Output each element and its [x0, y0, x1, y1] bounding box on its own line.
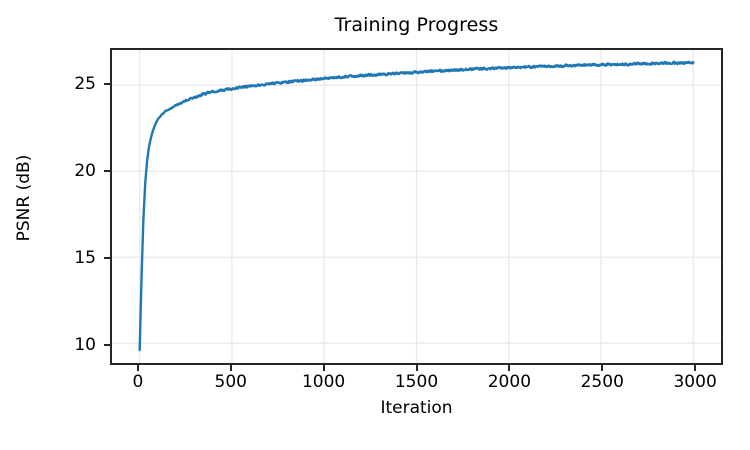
- grid-lines-vertical: [139, 50, 694, 363]
- y-tick-label: 10: [74, 334, 96, 355]
- x-tickmark: [508, 365, 511, 371]
- x-tick-label: 0: [132, 372, 144, 392]
- x-tick-label: 1500: [394, 372, 439, 392]
- x-tickmark: [322, 365, 325, 371]
- x-axis-label: Iteration: [380, 398, 453, 418]
- y-tickmark: [104, 169, 110, 172]
- x-tickmark: [229, 365, 232, 371]
- y-axis-tick-labels: 10 15 20 25: [0, 0, 96, 450]
- x-tick-label: 3000: [673, 372, 717, 392]
- y-tick-label: 20: [74, 160, 96, 181]
- x-tick-label: 1000: [301, 372, 346, 392]
- plot-canvas: [112, 50, 721, 363]
- x-tickmark: [415, 365, 418, 371]
- y-tick-label: 25: [74, 73, 96, 94]
- chart-title: Training Progress: [334, 14, 499, 36]
- y-tickmark: [104, 343, 110, 346]
- x-tick-label: 2500: [580, 372, 624, 392]
- y-tickmark: [104, 82, 110, 85]
- x-tickmark: [136, 365, 139, 371]
- x-tick-label: 2000: [487, 372, 532, 392]
- y-tickmark: [104, 256, 110, 259]
- psnr-line-series: [138, 60, 695, 352]
- x-tickmark: [601, 365, 604, 371]
- y-tick-label: 15: [74, 247, 96, 268]
- plot-area: [110, 48, 723, 365]
- grid-lines-horizontal: [112, 84, 721, 344]
- y-axis-label: PSNR (dB): [14, 154, 34, 242]
- x-tickmark: [694, 365, 697, 371]
- x-tick-label: 500: [214, 372, 247, 392]
